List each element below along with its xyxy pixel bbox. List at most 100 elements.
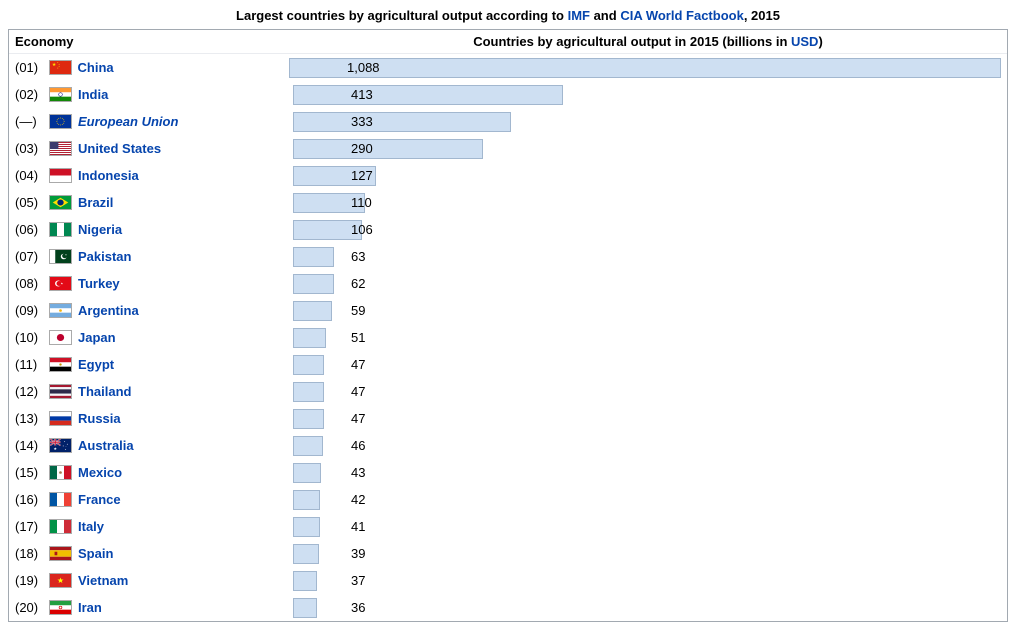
- country-link[interactable]: United States: [78, 136, 161, 161]
- table-row: (14)Australia46: [9, 432, 1007, 459]
- bar: [289, 58, 1001, 78]
- bar-value: 413: [293, 85, 373, 105]
- bar-value: 59: [293, 301, 365, 321]
- rank: (20): [15, 595, 49, 620]
- bar-cell: 39: [293, 544, 1001, 564]
- label-cell: Argentina: [49, 298, 293, 323]
- table-row: (—)European Union333: [9, 108, 1007, 135]
- table-row: (13)Russia47: [9, 405, 1007, 432]
- country-link[interactable]: Italy: [78, 514, 104, 539]
- bar-value: 333: [293, 112, 373, 132]
- rank: (15): [15, 460, 49, 485]
- flag-icon: [49, 573, 72, 588]
- table-row: (17)Italy41: [9, 513, 1007, 540]
- label-cell: Russia: [49, 406, 293, 431]
- bar-cell: 47: [293, 355, 1001, 375]
- rank: (04): [15, 163, 49, 188]
- flag-icon: [49, 438, 72, 453]
- bar-cell: 110: [293, 193, 1001, 213]
- bar-cell: 62: [293, 274, 1001, 294]
- country-link[interactable]: Vietnam: [78, 568, 128, 593]
- label-cell: Brazil: [49, 190, 293, 215]
- label-cell: Turkey: [49, 271, 293, 296]
- country-link[interactable]: Iran: [78, 595, 102, 620]
- bar-cell: 1,088: [289, 58, 1001, 78]
- bar-value: 36: [293, 598, 365, 618]
- country-link[interactable]: Nigeria: [78, 217, 122, 242]
- label-cell: Thailand: [49, 379, 293, 404]
- country-link[interactable]: Mexico: [78, 460, 122, 485]
- country-link[interactable]: Turkey: [78, 271, 120, 296]
- bar-value: 41: [293, 517, 365, 537]
- label-cell: United States: [49, 136, 293, 161]
- label-cell: Australia: [49, 433, 293, 458]
- country-link[interactable]: China: [78, 55, 114, 80]
- table-row: (04) Indonesia 127: [9, 162, 1007, 189]
- caption-link-cia[interactable]: CIA World Factbook: [620, 8, 744, 23]
- label-cell: Japan: [49, 325, 293, 350]
- table-rows: (01)China1,088(02)India413(—)European Un…: [9, 54, 1007, 621]
- bar-cell: 127: [293, 166, 1001, 186]
- flag-icon: [49, 546, 72, 561]
- flag-icon: [49, 168, 72, 183]
- flag-icon: [49, 384, 72, 399]
- country-link[interactable]: Egypt: [78, 352, 114, 377]
- bar-cell: 46: [293, 436, 1001, 456]
- table-row: (15) Mexico 43: [9, 459, 1007, 486]
- caption-link-imf[interactable]: IMF: [568, 8, 590, 23]
- country-link[interactable]: Brazil: [78, 190, 113, 215]
- rank: (16): [15, 487, 49, 512]
- flag-icon: [49, 519, 72, 534]
- bar-cell: 51: [293, 328, 1001, 348]
- header-usd-link[interactable]: USD: [791, 34, 818, 49]
- rank: (12): [15, 379, 49, 404]
- bar-value: 62: [293, 274, 365, 294]
- rank: (03): [15, 136, 49, 161]
- country-link[interactable]: Japan: [78, 325, 116, 350]
- table-row: (16) France 42: [9, 486, 1007, 513]
- flag-icon: [49, 492, 72, 507]
- bar-value: 47: [293, 382, 365, 402]
- label-cell: European Union: [49, 109, 293, 134]
- caption-suffix: , 2015: [744, 8, 780, 23]
- bar-value: 42: [293, 490, 365, 510]
- country-link[interactable]: European Union: [78, 109, 178, 134]
- table-row: (11)Egypt47: [9, 351, 1007, 378]
- country-link[interactable]: Australia: [78, 433, 134, 458]
- rank: (10): [15, 325, 49, 350]
- caption-mid: and: [590, 8, 620, 23]
- label-cell: Vietnam: [49, 568, 293, 593]
- country-link[interactable]: Indonesia: [78, 163, 139, 188]
- flag-icon: [49, 276, 72, 291]
- bar-value: 63: [293, 247, 365, 267]
- bar-value: 37: [293, 571, 365, 591]
- bar-cell: 413: [293, 85, 1001, 105]
- country-link[interactable]: Pakistan: [78, 244, 131, 269]
- label-cell: Spain: [49, 541, 293, 566]
- caption: Largest countries by agricultural output…: [8, 4, 1008, 29]
- flag-icon: [49, 195, 72, 210]
- country-link[interactable]: Argentina: [78, 298, 139, 323]
- bar-value: 47: [293, 409, 365, 429]
- table-row: (07)Pakistan63: [9, 243, 1007, 270]
- flag-icon: [49, 600, 72, 615]
- country-link[interactable]: France: [78, 487, 121, 512]
- rank: (18): [15, 541, 49, 566]
- flag-icon: [49, 303, 72, 318]
- label-cell: France: [49, 487, 293, 512]
- table-row: (12) Thailand 47: [9, 378, 1007, 405]
- table-row: (02)India413: [9, 81, 1007, 108]
- bar-cell: 47: [293, 409, 1001, 429]
- rank: (19): [15, 568, 49, 593]
- label-cell: Egypt: [49, 352, 293, 377]
- country-link[interactable]: India: [78, 82, 108, 107]
- table-row: (01)China1,088: [9, 54, 1007, 81]
- table-header: Economy Countries by agricultural output…: [9, 30, 1007, 54]
- header-chart: Countries by agricultural output in 2015…: [295, 34, 1001, 49]
- flag-icon: [49, 357, 72, 372]
- country-link[interactable]: Russia: [78, 406, 121, 431]
- bar-cell: 43: [293, 463, 1001, 483]
- country-link[interactable]: Thailand: [78, 379, 131, 404]
- bar-value: 106: [293, 220, 373, 240]
- country-link[interactable]: Spain: [78, 541, 113, 566]
